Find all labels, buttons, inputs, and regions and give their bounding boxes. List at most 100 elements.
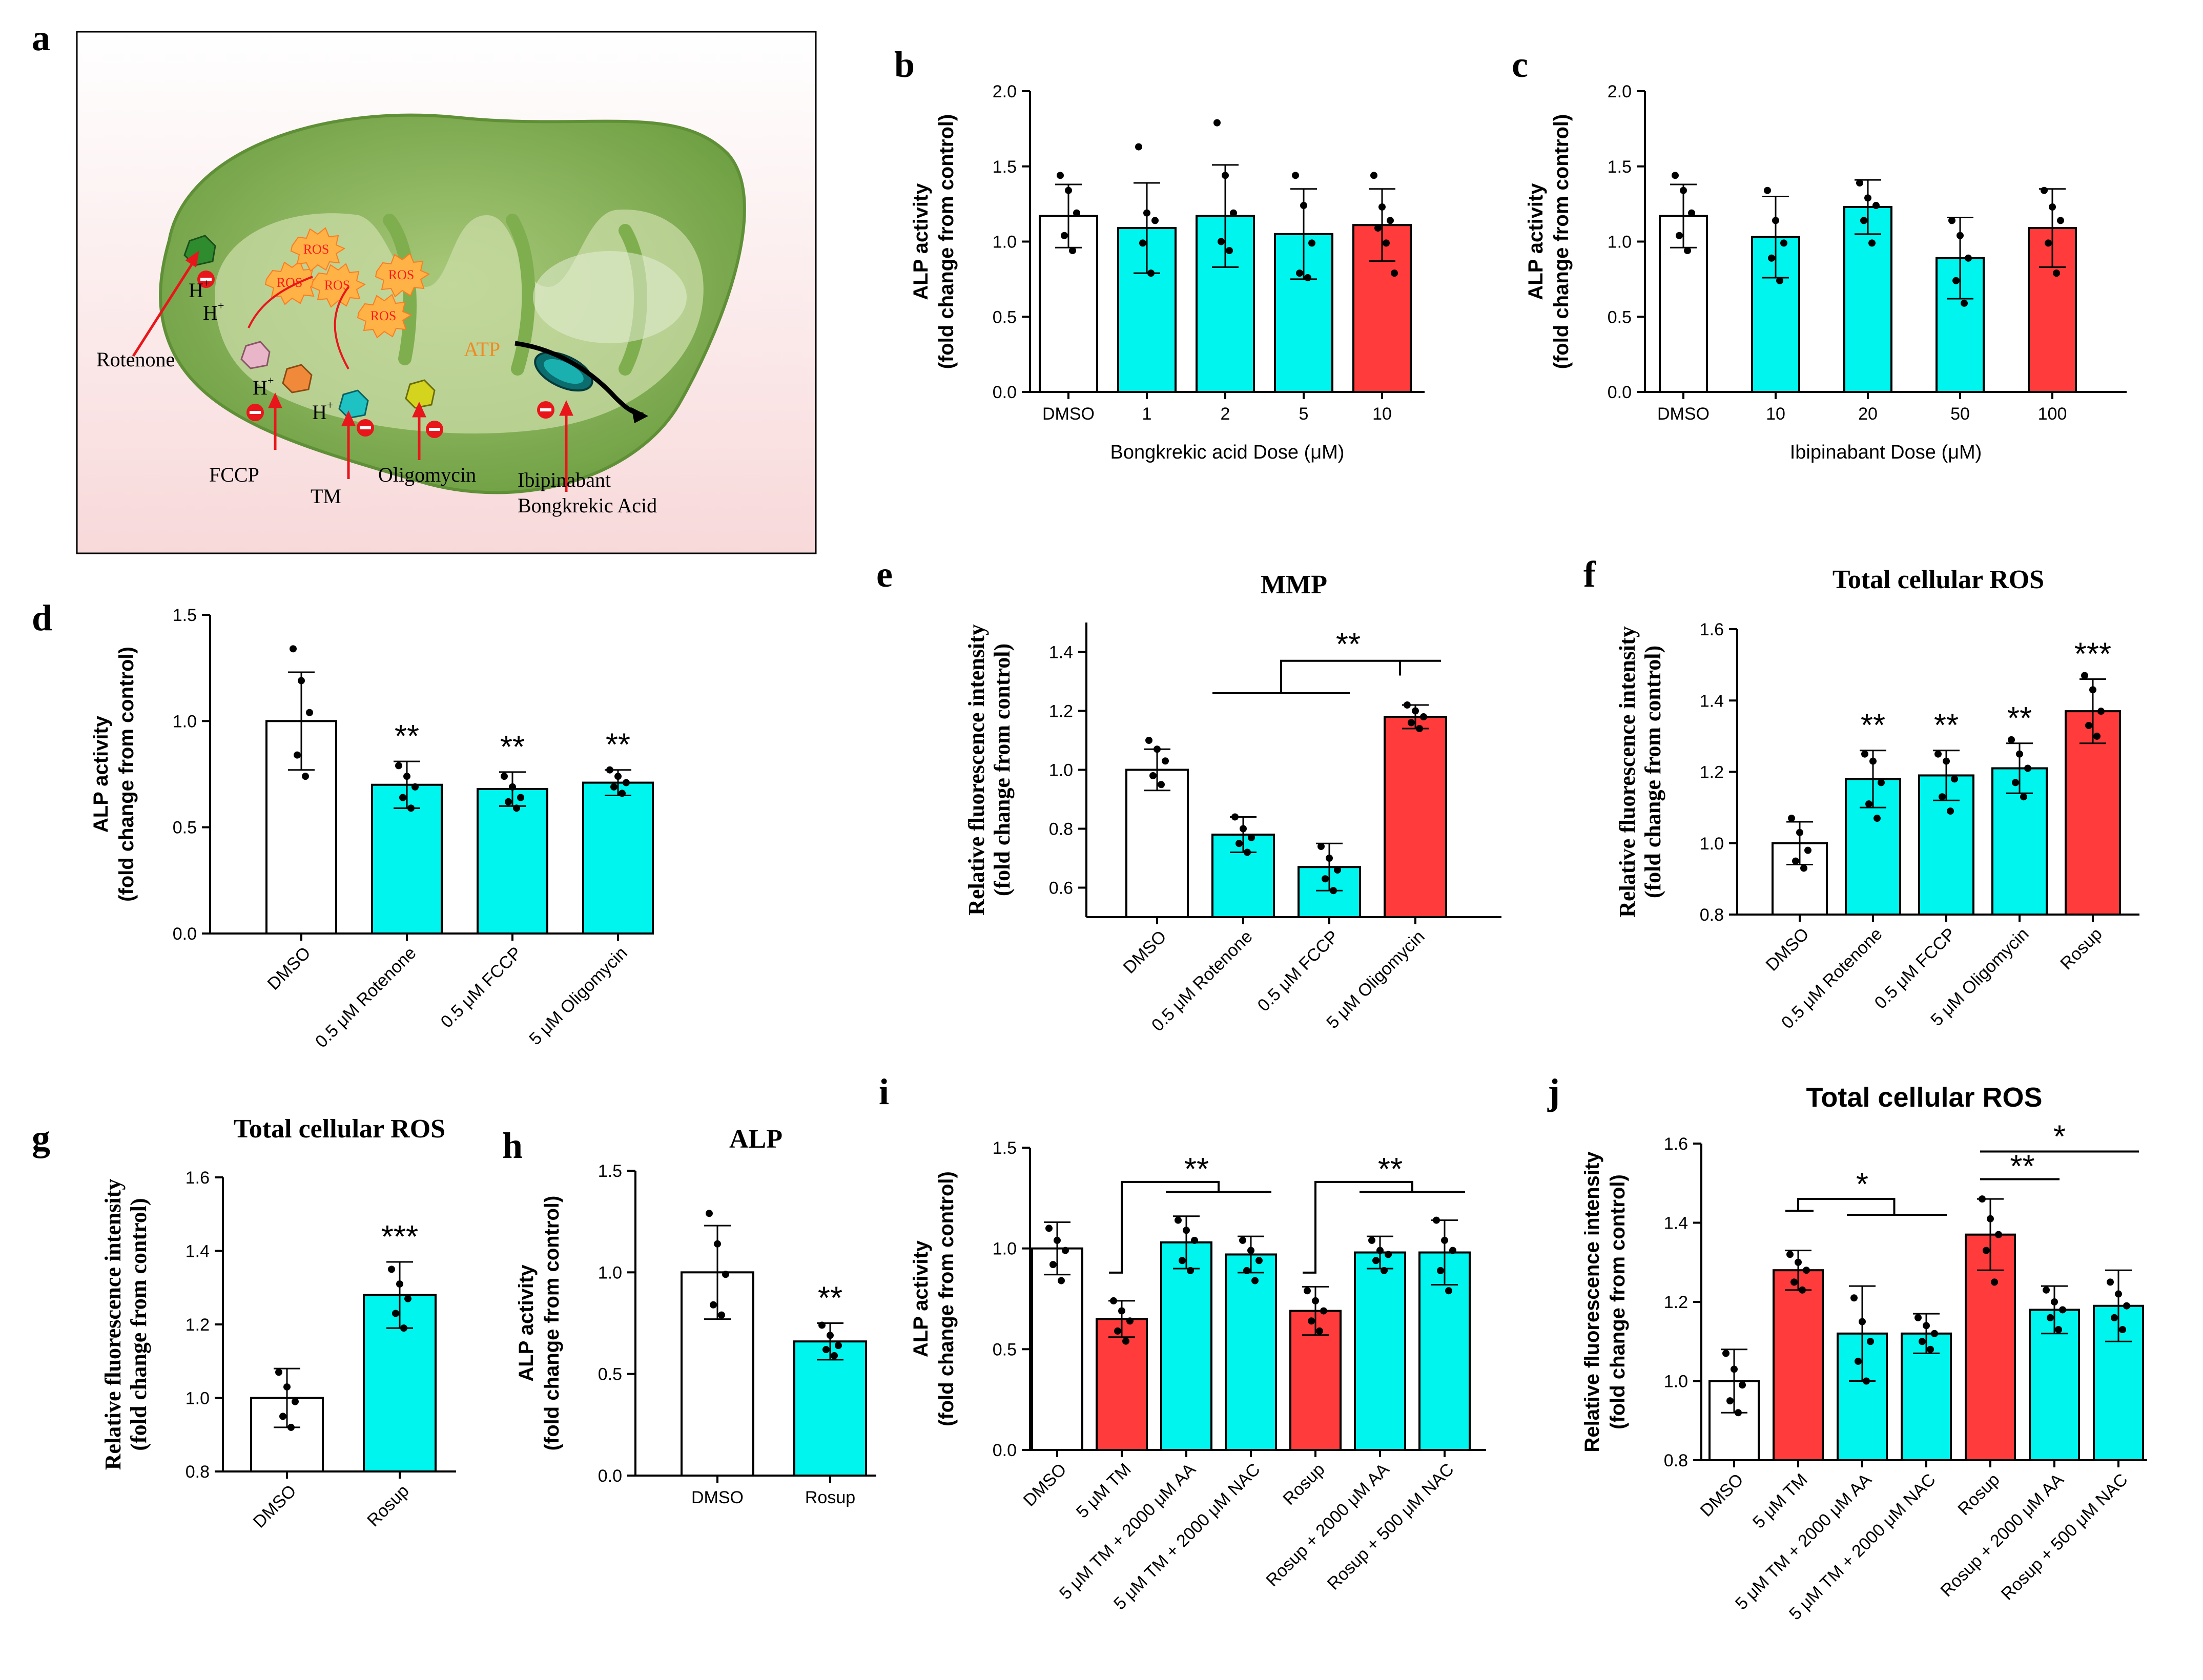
data-point — [2055, 1326, 2062, 1334]
data-point — [1162, 757, 1169, 765]
data-point — [1799, 1286, 1806, 1294]
data-point — [1054, 1236, 1061, 1244]
data-point — [1308, 239, 1315, 247]
bar — [1354, 1251, 1406, 1451]
data-point — [1878, 779, 1885, 786]
data-point — [1860, 217, 1867, 224]
data-point — [1062, 1247, 1069, 1254]
data-point — [403, 773, 410, 780]
x-tick-label: DMSO — [264, 943, 315, 994]
data-point — [1987, 1215, 1994, 1222]
data-point — [1151, 217, 1159, 224]
chart-title: Total cellular ROS — [1833, 565, 2044, 594]
x-tick-label: Rosup + 500 μM NAC — [1324, 1460, 1458, 1594]
label-ibipinabant: Ibipinabant — [518, 468, 611, 491]
data-point — [287, 1423, 295, 1431]
x-tick-label: DMSO — [1120, 927, 1170, 978]
y-axis-label: ALP activity — [910, 183, 932, 300]
data-point — [1722, 1350, 1730, 1357]
data-point — [1863, 1377, 1870, 1385]
data-point — [509, 783, 516, 791]
y-tick-label: 1.4 — [1049, 643, 1073, 662]
data-point — [1856, 179, 1863, 187]
y-tick-label: 1.5 — [993, 157, 1017, 177]
y-tick-label: 0.8 — [1700, 905, 1724, 925]
data-point — [1122, 1337, 1129, 1345]
y-axis-label: Relative fluorescence intensity — [1581, 1151, 1603, 1453]
data-point — [294, 751, 301, 759]
significance-label: ** — [818, 1281, 842, 1316]
bar — [1773, 1269, 1824, 1461]
ant-transporter-icon — [534, 351, 593, 392]
data-point — [1370, 172, 1377, 179]
data-point — [1865, 800, 1872, 808]
x-tick-label: 5 μM Oligomycin — [525, 943, 631, 1049]
panel-label-b: b — [894, 44, 915, 85]
data-point — [1939, 793, 1946, 801]
data-point — [2085, 721, 2092, 729]
x-tick-label: 5 μM TM — [1073, 1460, 1135, 1522]
y-tick-label: 0.8 — [1664, 1451, 1688, 1470]
data-point — [1404, 701, 1411, 709]
data-point — [1187, 1267, 1194, 1274]
data-point — [1239, 1236, 1246, 1244]
data-point — [1927, 1345, 1934, 1353]
x-tick-label: Rosup — [805, 1488, 855, 1507]
x-tick-label: DMSO — [1657, 404, 1710, 424]
panel-label-f: f — [1583, 554, 1596, 595]
chart-c: c 0.0 0.5 1.0 1.5 2.0 ALP activity (fold change… — [1512, 44, 2127, 463]
x-tick-label: DMSO — [1697, 1470, 1747, 1521]
y-tick-label: 1.2 — [1049, 702, 1073, 721]
data-point — [1965, 254, 1972, 262]
data-point — [1243, 1267, 1250, 1274]
bracket-line — [1303, 1180, 1413, 1274]
y-tick-label: 0.5 — [598, 1365, 622, 1384]
data-point — [1126, 1317, 1134, 1325]
bracket-label: ** — [2010, 1149, 2034, 1185]
data-point — [714, 1240, 721, 1248]
data-point — [1995, 1231, 2002, 1238]
data-point — [1861, 750, 1868, 758]
data-point — [2016, 750, 2023, 758]
data-point — [1919, 1338, 1926, 1345]
x-axis-label: Ibipinabant Dose (μM) — [1790, 442, 1982, 463]
y-tick-label: 1.0 — [993, 233, 1017, 252]
inhibit-icon — [197, 271, 215, 288]
y-tick-label: 1.4 — [1700, 691, 1724, 711]
data-point — [1726, 1397, 1734, 1405]
x-tick-label: 2 — [1221, 404, 1230, 424]
data-point — [2049, 203, 2056, 211]
data-point — [1213, 119, 1221, 127]
crista-2 — [506, 214, 536, 376]
data-point — [1764, 186, 1771, 194]
data-point — [1069, 247, 1076, 255]
x-tick-label: DMSO — [691, 1488, 744, 1507]
label-tm: TM — [311, 485, 341, 508]
data-point — [1147, 269, 1155, 277]
data-point — [2115, 1290, 2122, 1298]
data-point — [392, 1310, 399, 1317]
y-axis-label: (fold change from control) — [1607, 1174, 1629, 1429]
y-axis-label: (fold change from control) — [1640, 646, 1665, 898]
panel-label-j: j — [1547, 1071, 1560, 1112]
data-point — [1680, 186, 1687, 194]
data-point — [1322, 875, 1329, 883]
x-tick-label: DMSO — [1762, 924, 1813, 975]
comparison-bracket: ** — [1980, 1149, 2060, 1185]
data-point — [1073, 209, 1080, 217]
data-point — [1304, 274, 1311, 281]
x-tick-label: 1 — [1142, 404, 1152, 424]
x-tick-label: Rosup + 2000 μM AA — [1937, 1470, 2067, 1601]
y-axis-label: Relative fluorescence intensity — [100, 1179, 126, 1470]
data-point — [292, 1398, 299, 1405]
data-point — [2059, 1306, 2066, 1314]
panel-label-a: a — [32, 17, 50, 58]
data-point — [710, 1301, 717, 1309]
label-atp: ATP — [464, 338, 500, 361]
x-tick-label: Rosup — [1279, 1460, 1328, 1509]
data-point — [1255, 1257, 1263, 1264]
panel-label-h: h — [502, 1125, 523, 1166]
data-point — [1320, 1307, 1327, 1315]
data-point — [2089, 686, 2096, 694]
chart-h: h 0.0 0.5 1.0 1.5 ALP activity (fold change fr… — [502, 1125, 876, 1507]
